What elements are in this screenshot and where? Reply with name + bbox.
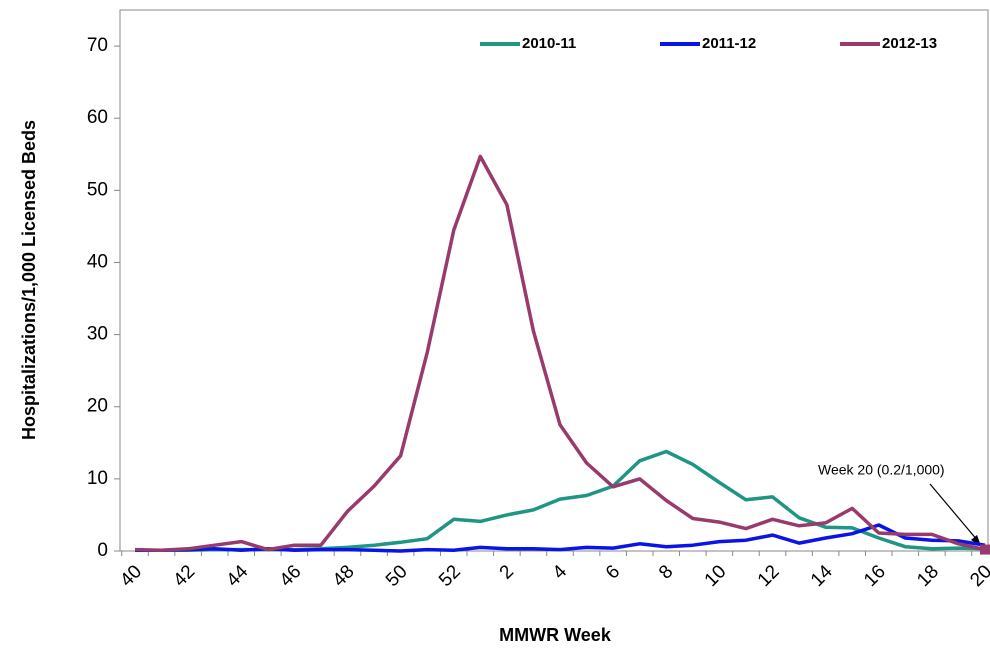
end-marker	[980, 544, 990, 555]
legend-label: 2012-13	[882, 35, 937, 52]
x-tick-label: 48	[329, 561, 359, 591]
x-tick-label: 8	[655, 561, 677, 583]
x-axis-title: MMWR Week	[499, 625, 612, 645]
x-tick-label: 6	[602, 561, 624, 583]
series-line	[134, 154, 986, 553]
y-tick-label: 60	[87, 107, 108, 128]
y-tick-label: 30	[87, 324, 108, 345]
x-tick-label: 52	[435, 561, 465, 591]
x-tick-label: 10	[701, 561, 731, 591]
x-tick-label: 12	[754, 561, 784, 591]
x-tick-label: 46	[276, 561, 306, 591]
x-tick-label: 44	[223, 561, 253, 591]
y-tick-label: 10	[87, 468, 108, 489]
annotation: Week 20 (0.2/1,000)	[818, 462, 945, 478]
legend-label: 2011-12	[702, 35, 756, 52]
y-axis-title: Hospitalizations/1,000 Licensed Beds	[19, 120, 39, 440]
legend-label: 2010-11	[522, 35, 576, 52]
x-tick-label: 16	[860, 561, 890, 591]
y-tick-label: 50	[87, 179, 108, 200]
x-tick-label: 42	[169, 561, 199, 591]
x-tick-label: 40	[116, 561, 146, 591]
x-tick-label: 2	[496, 561, 518, 583]
x-tick-label: 20	[966, 561, 990, 591]
x-tick-label: 4	[549, 561, 572, 584]
y-tick-label: 70	[87, 35, 108, 56]
x-tick-label: 14	[807, 561, 837, 591]
annotation-arrow	[929, 483, 979, 542]
y-tick-label: 20	[87, 396, 108, 417]
x-tick-label: 50	[382, 561, 412, 591]
x-tick-label: 18	[913, 561, 943, 591]
y-tick-label: 40	[87, 251, 108, 272]
y-tick-label: 0	[97, 540, 108, 561]
